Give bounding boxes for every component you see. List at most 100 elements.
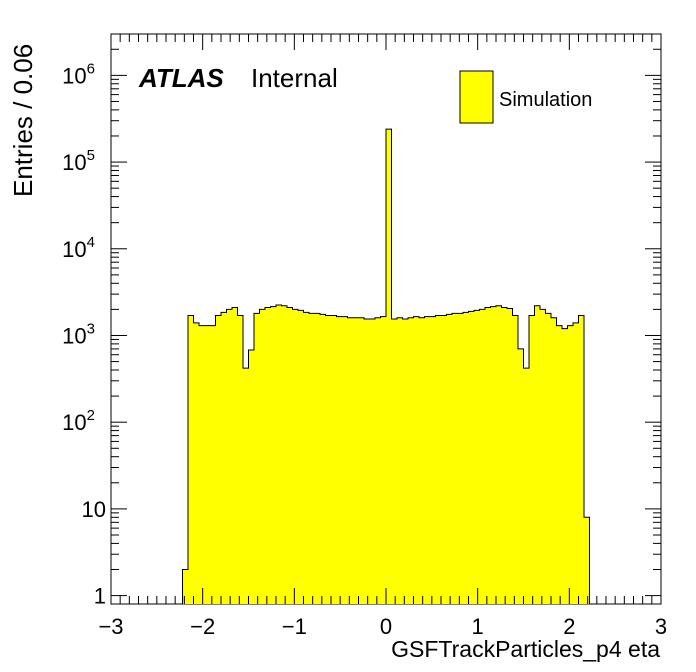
histogram-bin-43	[419, 317, 425, 604]
x-tick-label-0: −3	[98, 614, 123, 639]
y-tick-label-4: 104	[62, 234, 95, 262]
histogram-bin-4	[204, 325, 210, 604]
histogram-bin-20	[292, 309, 298, 604]
histogram-bin-57	[496, 305, 502, 604]
histogram-bin-55	[485, 307, 491, 604]
histogram-bin-5	[210, 325, 216, 604]
x-tick-label-1: −2	[190, 614, 215, 639]
histogram-bin-60	[512, 315, 518, 604]
x-tick-label-6: 3	[655, 614, 667, 639]
y-tick-label-3: 103	[62, 320, 95, 348]
histogram-bin-30	[347, 317, 353, 604]
histogram-bin-9	[232, 307, 238, 604]
histogram-bin-31	[353, 317, 359, 604]
histogram-bin-3	[199, 325, 205, 604]
histogram-bin-34	[369, 318, 375, 604]
y-tick-label-2: 102	[62, 407, 95, 435]
histogram-bin-41	[408, 317, 414, 604]
histogram-bin-45	[430, 316, 436, 604]
histogram-bin-42	[413, 316, 419, 604]
atlas-label: ATLAS	[138, 63, 224, 93]
histogram-bin-71	[573, 322, 579, 604]
histogram-bin-0	[182, 569, 188, 604]
histogram-bin-33	[364, 318, 370, 604]
x-tick-label-2: −1	[282, 614, 307, 639]
histogram-bin-50	[457, 313, 463, 604]
histogram-bin-63	[529, 315, 535, 604]
histogram-bin-17	[276, 304, 282, 604]
histogram-bin-21	[298, 310, 304, 604]
histogram-bin-62	[523, 368, 529, 604]
y-tick-label-1: 10	[82, 497, 106, 522]
histogram-bin-58	[501, 307, 507, 604]
histogram-bin-11	[243, 368, 249, 604]
histogram-bin-16	[270, 306, 276, 604]
y-tick-base-4: 10	[62, 237, 86, 262]
histogram-bin-51	[463, 312, 469, 604]
histogram-bin-47	[441, 315, 447, 604]
y-tick-exponent-5: 5	[87, 147, 95, 164]
histogram-bin-46	[435, 315, 441, 604]
histogram-bin-15	[265, 307, 271, 604]
histogram-bin-56	[490, 306, 496, 604]
atlas-status-label: Internal	[251, 63, 338, 93]
histogram-bin-10	[237, 315, 243, 604]
histogram-bin-12	[248, 350, 254, 604]
histogram-bin-64	[534, 305, 540, 604]
y-axis-label: Entries / 0.06	[8, 44, 38, 197]
histogram-bin-8	[226, 309, 232, 604]
histogram-bin-23	[309, 313, 315, 604]
histogram-bin-36	[380, 316, 386, 604]
histogram-bars	[182, 128, 590, 604]
histogram-bin-14	[259, 309, 265, 604]
histogram-bin-39	[397, 317, 403, 604]
histogram-bin-27	[331, 315, 337, 604]
histogram-bin-26	[325, 315, 331, 604]
histogram-bin-44	[424, 316, 430, 604]
histogram-bin-49	[452, 313, 458, 604]
y-tick-exponent-6: 6	[87, 60, 95, 77]
histogram-bin-13	[254, 313, 260, 604]
y-tick-exponent-4: 4	[87, 234, 95, 251]
y-tick-exponent-3: 3	[87, 320, 95, 337]
histogram-bin-35	[375, 317, 381, 604]
histogram-bin-38	[391, 318, 397, 604]
x-tick-label-5: 2	[563, 614, 575, 639]
x-tick-label-4: 1	[472, 614, 484, 639]
histogram-bin-1	[188, 315, 194, 604]
y-tick-base-5: 10	[62, 150, 86, 175]
y-tick-label-0: 1	[94, 584, 106, 609]
histogram-bin-68	[556, 325, 562, 604]
y-tick-base-6: 10	[62, 63, 86, 88]
histogram-bin-66	[545, 313, 551, 604]
y-tick-base-3: 10	[62, 323, 86, 348]
histogram-bin-7	[221, 312, 227, 604]
histogram-bin-32	[358, 317, 364, 604]
histogram-bin-18	[281, 305, 287, 604]
y-tick-base-2: 10	[62, 410, 86, 435]
histogram-bin-25	[320, 314, 326, 604]
histogram-bin-37	[386, 129, 392, 604]
legend-swatch-simulation	[459, 70, 494, 124]
histogram-bin-6	[215, 315, 221, 604]
histogram-bin-53	[474, 310, 480, 604]
histogram-bin-72	[578, 315, 584, 604]
y-tick-label-6: 106	[62, 60, 95, 88]
histogram-bin-40	[402, 318, 408, 604]
x-axis-label: GSFTrackParticles_p4 eta	[391, 636, 660, 662]
legend-label-simulation: Simulation	[499, 89, 592, 111]
y-tick-label-5: 105	[62, 147, 95, 175]
histogram-bin-28	[336, 316, 342, 604]
histogram-bin-73	[584, 517, 590, 604]
histogram-bin-29	[342, 316, 348, 604]
x-tick-label-3: 0	[380, 614, 392, 639]
histogram-bin-65	[540, 309, 546, 604]
histogram-bin-24	[314, 313, 320, 604]
histogram-bin-52	[468, 311, 474, 604]
histogram-bin-69	[562, 328, 568, 604]
histogram-outline	[182, 128, 590, 604]
histogram-bin-70	[567, 325, 573, 604]
histogram-bin-48	[446, 314, 452, 604]
histogram-bin-22	[303, 312, 309, 604]
